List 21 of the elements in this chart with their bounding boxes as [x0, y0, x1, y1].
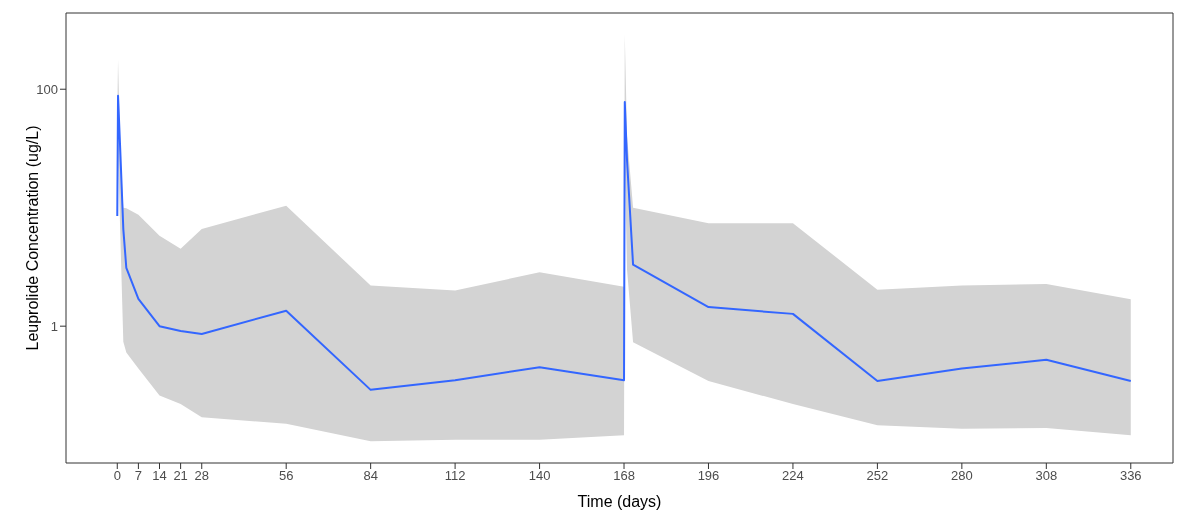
x-tick-label: 28: [194, 468, 209, 484]
x-tick-label: 7: [134, 468, 143, 484]
x-tick-label: 168: [613, 468, 635, 484]
y-tick-label: 100: [36, 81, 58, 97]
x-axis-title: Time (days): [577, 493, 662, 510]
line-series: [116, 94, 1132, 391]
x-tick-label: 252: [866, 468, 889, 484]
x-tick-label: 280: [951, 468, 973, 484]
x-tick-label: 21: [173, 468, 188, 484]
y-axis-title: Leuprolide Concentration (ug/L): [23, 125, 41, 351]
x-tick-label: 336: [1119, 468, 1142, 484]
x-tick-label: 224: [782, 468, 804, 484]
x-tick-label: 84: [363, 468, 378, 484]
x-tick-label: 14: [152, 468, 167, 484]
y-tick-label: 1: [50, 318, 58, 334]
x-tick-label: 0: [113, 468, 121, 484]
x-tick-label: 112: [444, 468, 466, 484]
x-tick-label: 308: [1035, 468, 1058, 484]
x-tick-label: 140: [528, 468, 551, 484]
x-tick-label: 196: [697, 468, 720, 484]
x-tick-label: 56: [278, 468, 294, 484]
